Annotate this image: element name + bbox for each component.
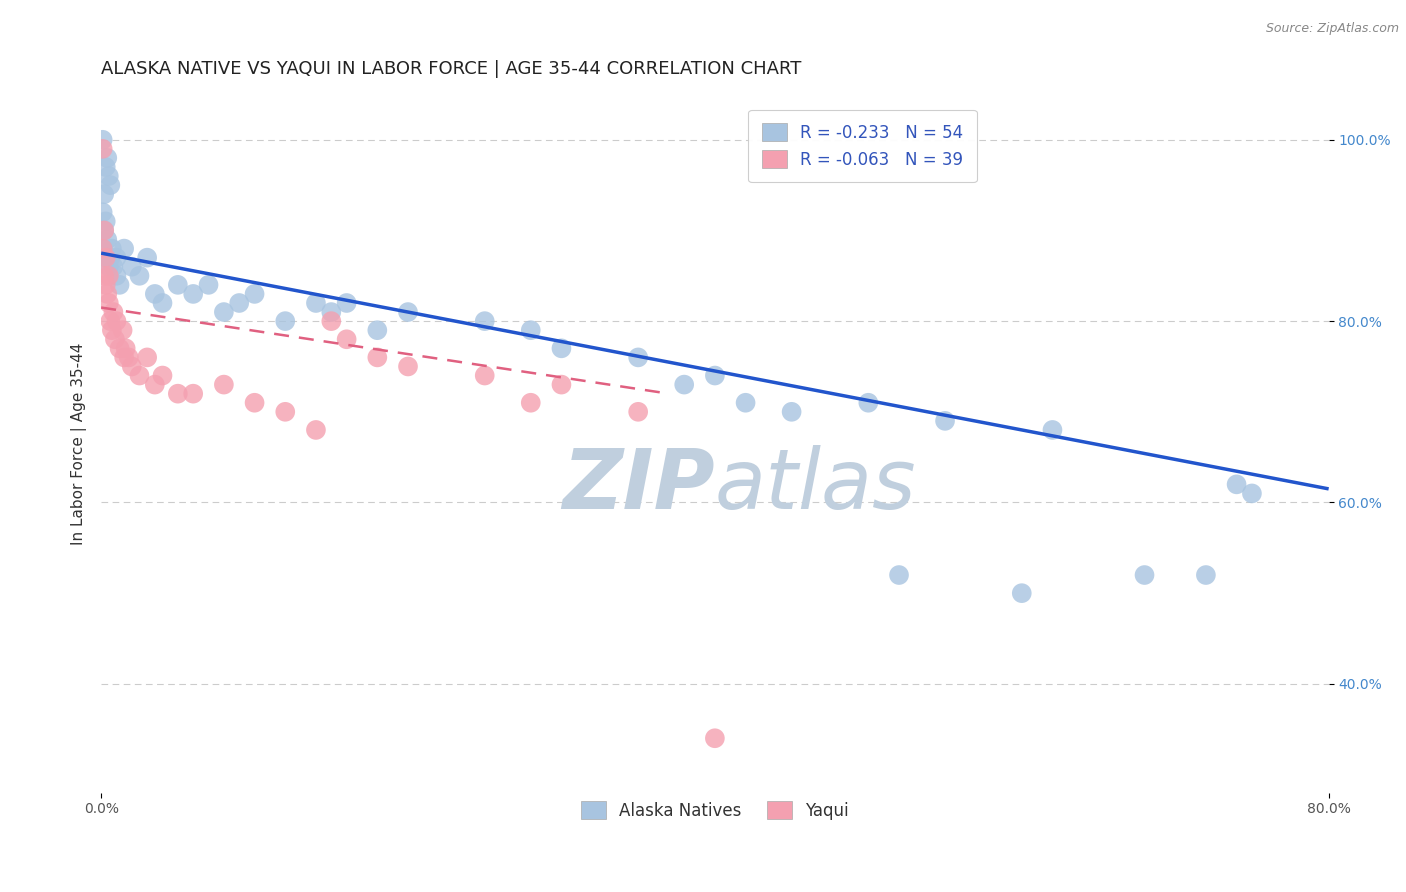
Text: ZIP: ZIP — [562, 445, 714, 526]
Point — [97, 260, 120, 274]
Point — [98, 251, 121, 265]
Point — [94, 251, 117, 265]
Point — [1195, 568, 1218, 582]
Point — [112, 242, 135, 256]
Point — [98, 178, 121, 193]
Point — [197, 277, 219, 292]
Point — [321, 305, 343, 319]
Point — [274, 405, 297, 419]
Point — [104, 332, 127, 346]
Point — [94, 160, 117, 174]
Point — [396, 359, 419, 374]
Point — [97, 169, 120, 183]
Point — [474, 368, 496, 383]
Point — [274, 314, 297, 328]
Point — [136, 351, 159, 365]
Point — [887, 568, 910, 582]
Point — [91, 205, 114, 219]
Point — [152, 368, 174, 383]
Point — [121, 260, 143, 274]
Point — [703, 731, 725, 746]
Point — [111, 323, 134, 337]
Point — [114, 342, 136, 356]
Point — [1042, 423, 1064, 437]
Point — [152, 296, 174, 310]
Point — [96, 151, 118, 165]
Point — [780, 405, 803, 419]
Point — [93, 223, 115, 237]
Point — [166, 386, 188, 401]
Point — [243, 396, 266, 410]
Point — [128, 268, 150, 283]
Point — [1240, 486, 1263, 500]
Point — [166, 277, 188, 292]
Point — [212, 305, 235, 319]
Point — [181, 287, 204, 301]
Point — [105, 251, 128, 265]
Point — [1226, 477, 1249, 491]
Point — [321, 314, 343, 328]
Point — [101, 323, 124, 337]
Point — [519, 396, 541, 410]
Point — [703, 368, 725, 383]
Point — [305, 423, 328, 437]
Point — [91, 133, 114, 147]
Point — [97, 268, 120, 283]
Point — [243, 287, 266, 301]
Y-axis label: In Labor Force | Age 35-44: In Labor Force | Age 35-44 — [72, 343, 87, 545]
Point — [98, 314, 121, 328]
Point — [103, 260, 125, 274]
Point — [112, 351, 135, 365]
Point — [136, 251, 159, 265]
Point — [143, 287, 166, 301]
Point — [97, 296, 120, 310]
Point — [1011, 586, 1033, 600]
Point — [94, 277, 117, 292]
Point — [305, 296, 328, 310]
Point — [228, 296, 250, 310]
Point — [212, 377, 235, 392]
Text: ALASKA NATIVE VS YAQUI IN LABOR FORCE | AGE 35-44 CORRELATION CHART: ALASKA NATIVE VS YAQUI IN LABOR FORCE | … — [101, 60, 801, 78]
Point — [366, 323, 388, 337]
Legend: Alaska Natives, Yaqui: Alaska Natives, Yaqui — [568, 788, 862, 833]
Point — [128, 368, 150, 383]
Point — [101, 242, 124, 256]
Point — [143, 377, 166, 392]
Point — [550, 377, 572, 392]
Point — [96, 233, 118, 247]
Point — [336, 332, 359, 346]
Text: Source: ZipAtlas.com: Source: ZipAtlas.com — [1265, 22, 1399, 36]
Point — [550, 342, 572, 356]
Point — [336, 296, 359, 310]
Point — [96, 287, 118, 301]
Point — [519, 323, 541, 337]
Point — [1133, 568, 1156, 582]
Point — [91, 142, 114, 156]
Point — [91, 242, 114, 256]
Point — [474, 314, 496, 328]
Point — [94, 251, 117, 265]
Point — [934, 414, 956, 428]
Point — [734, 396, 756, 410]
Point — [181, 386, 204, 401]
Point — [673, 377, 696, 392]
Point — [627, 351, 650, 365]
Point — [93, 187, 115, 202]
Point — [396, 305, 419, 319]
Point — [366, 351, 388, 365]
Point — [118, 351, 141, 365]
Text: atlas: atlas — [714, 445, 917, 526]
Point — [108, 342, 131, 356]
Point — [91, 242, 114, 256]
Point — [105, 268, 128, 283]
Point — [108, 277, 131, 292]
Point — [105, 314, 128, 328]
Point — [93, 223, 115, 237]
Point — [94, 214, 117, 228]
Point — [103, 305, 125, 319]
Point — [627, 405, 650, 419]
Point — [93, 268, 115, 283]
Point — [858, 396, 880, 410]
Point — [121, 359, 143, 374]
